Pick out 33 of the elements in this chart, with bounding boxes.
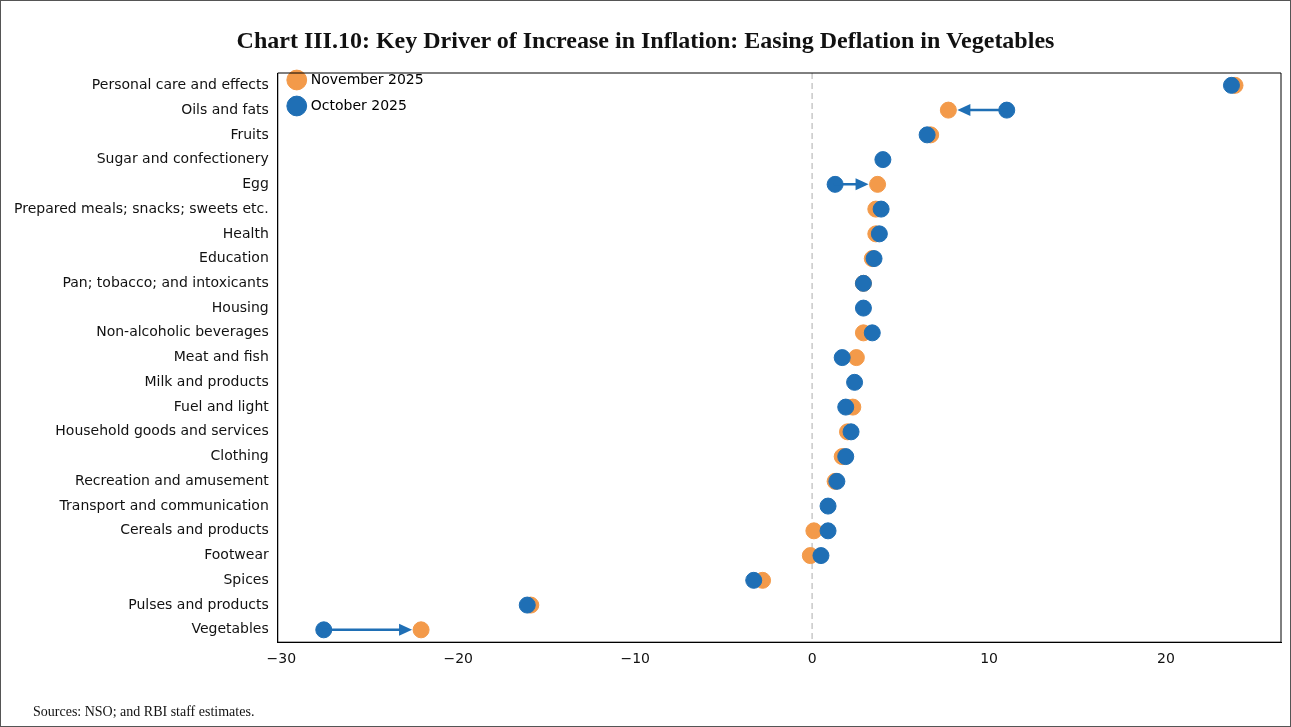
y-tick-label: Egg bbox=[242, 175, 269, 192]
y-tick-label: Clothing bbox=[210, 447, 269, 464]
x-tick-label: −20 bbox=[443, 650, 474, 667]
y-tick-label: Oils and fats bbox=[181, 100, 269, 117]
y-tick-label: Spices bbox=[223, 570, 269, 587]
x-tick-label: 20 bbox=[1157, 650, 1175, 667]
y-tick-label: Housing bbox=[211, 298, 269, 315]
y-tick-label: Vegetables bbox=[191, 620, 269, 637]
y-tick-label: Household goods and services bbox=[55, 422, 269, 439]
y-tick-label: Fruits bbox=[230, 125, 269, 142]
y-tick-label: Sugar and confectionery bbox=[96, 150, 269, 167]
y-tick-label: Recreation and amusement bbox=[75, 471, 270, 488]
y-tick-label: Cereals and products bbox=[120, 521, 269, 538]
y-tick-label: Prepared meals; snacks; sweets etc. bbox=[13, 199, 269, 216]
y-tick-label: Pan; tobacco; and intoxicants bbox=[62, 274, 269, 290]
x-tick-label: −30 bbox=[266, 650, 297, 667]
y-tick-label: Personal care and effects bbox=[91, 76, 269, 93]
y-tick-label: Transport and communication bbox=[58, 496, 269, 513]
y-tick-label: Fuel and light bbox=[173, 397, 270, 414]
y-tick-label: Meat and fish bbox=[173, 348, 269, 365]
legend-label: November 2025 bbox=[310, 70, 424, 87]
source-note: Sources: NSO; and RBI staff estimates. bbox=[33, 704, 255, 720]
y-tick-label: Education bbox=[199, 249, 269, 266]
y-tick-label: Non-alcoholic beverages bbox=[96, 323, 269, 340]
legend-label: October 2025 bbox=[310, 96, 407, 113]
x-tick-label: 0 bbox=[807, 650, 817, 667]
y-tick-label: Footwear bbox=[204, 546, 270, 563]
y-tick-label: Health bbox=[222, 224, 269, 241]
x-tick-label: 10 bbox=[980, 650, 998, 667]
x-tick-label: −10 bbox=[620, 650, 650, 667]
y-tick-label: Milk and products bbox=[144, 372, 269, 389]
y-tick-label: Pulses and products bbox=[128, 595, 269, 612]
chart-title: Chart III.10: Key Driver of Increase in Inflation: Easing Deflation in Vegetables bbox=[235, 27, 1056, 54]
